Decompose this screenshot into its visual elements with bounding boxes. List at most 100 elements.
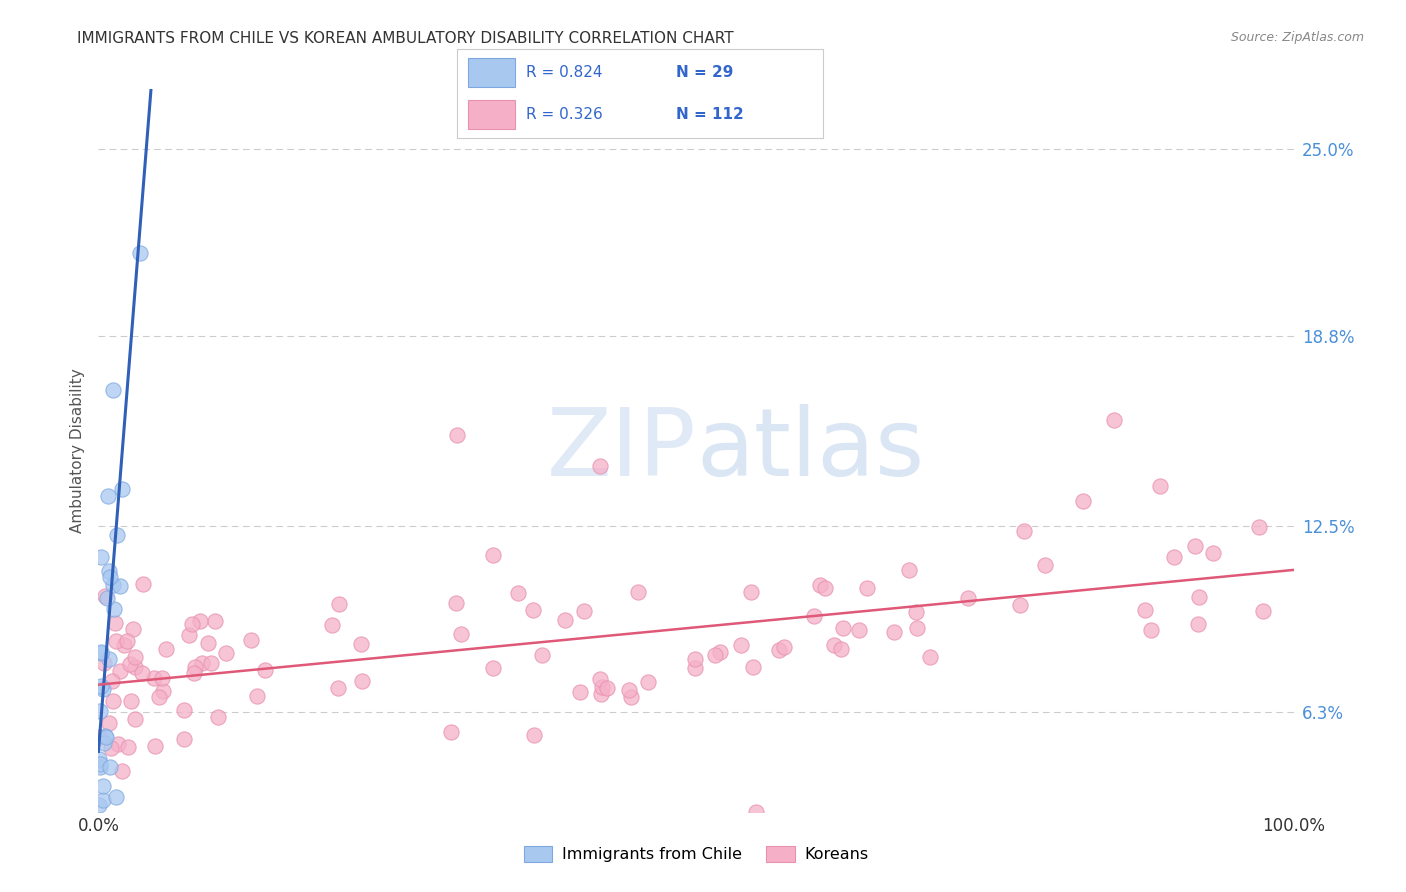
Text: R = 0.824: R = 0.824 — [526, 65, 603, 80]
Point — [108, 579, 131, 593]
Point — [848, 623, 870, 637]
Point — [111, 764, 134, 778]
Point — [143, 739, 166, 753]
Point — [450, 627, 472, 641]
Point — [183, 665, 205, 680]
Point — [152, 684, 174, 698]
Point — [197, 636, 219, 650]
Point — [350, 674, 373, 689]
Point — [89, 704, 111, 718]
Point — [446, 428, 468, 442]
Point — [111, 482, 134, 496]
Point — [90, 647, 112, 661]
Point — [90, 549, 112, 564]
Point — [87, 751, 110, 765]
Point — [1188, 591, 1211, 605]
Point — [93, 656, 115, 670]
Point — [104, 616, 127, 631]
Point — [589, 458, 612, 473]
Point — [1163, 549, 1185, 564]
Point — [181, 617, 204, 632]
Text: ZIP: ZIP — [547, 404, 696, 497]
Point — [246, 689, 269, 703]
Point — [101, 384, 124, 398]
Point — [523, 728, 546, 742]
Point — [1008, 598, 1031, 612]
Point — [94, 730, 117, 744]
Point — [1133, 603, 1156, 617]
Point — [482, 548, 505, 562]
Point — [91, 779, 114, 793]
Point — [883, 625, 905, 640]
Point — [617, 682, 640, 697]
Point — [768, 643, 790, 657]
Point — [531, 648, 554, 662]
Point — [173, 703, 195, 717]
Point — [117, 739, 139, 754]
Point — [808, 578, 831, 592]
Y-axis label: Ambulatory Disability: Ambulatory Disability — [70, 368, 86, 533]
Point — [124, 712, 146, 726]
Point — [94, 729, 117, 743]
Point — [173, 731, 195, 746]
Point — [730, 639, 752, 653]
Point — [823, 638, 845, 652]
Point — [773, 640, 796, 654]
Point — [589, 673, 612, 687]
Point — [184, 659, 207, 673]
Point — [200, 656, 222, 670]
Point — [1104, 413, 1126, 427]
Point — [115, 633, 138, 648]
Point — [741, 659, 763, 673]
Point — [814, 581, 837, 595]
Point — [93, 736, 115, 750]
Point — [89, 760, 111, 774]
Point — [569, 685, 592, 699]
Point — [105, 634, 128, 648]
Text: IMMIGRANTS FROM CHILE VS KOREAN AMBULATORY DISABILITY CORRELATION CHART: IMMIGRANTS FROM CHILE VS KOREAN AMBULATO… — [77, 31, 734, 46]
Point — [124, 660, 146, 674]
Point — [179, 627, 201, 641]
Point — [905, 621, 928, 635]
Point — [131, 665, 153, 680]
Point — [620, 690, 643, 705]
Point — [150, 671, 173, 685]
Point — [1184, 539, 1206, 553]
Point — [350, 637, 373, 651]
Point — [709, 645, 731, 659]
Point — [207, 709, 229, 723]
Bar — [468, 58, 516, 87]
Point — [129, 246, 152, 260]
Point — [89, 730, 111, 744]
Point — [589, 688, 612, 702]
Point — [90, 645, 112, 659]
Text: R = 0.326: R = 0.326 — [526, 107, 603, 122]
Point — [89, 756, 111, 771]
Point — [627, 585, 650, 599]
Point — [98, 715, 121, 730]
Text: atlas: atlas — [696, 404, 924, 497]
Point — [591, 680, 613, 694]
Point — [96, 591, 118, 605]
Point — [1187, 617, 1209, 632]
Point — [522, 603, 544, 617]
Point — [100, 673, 122, 688]
Point — [143, 671, 166, 685]
Point — [118, 657, 141, 672]
Point — [132, 577, 155, 591]
Point — [918, 649, 941, 664]
Point — [105, 528, 128, 542]
Point — [855, 581, 877, 595]
Point — [321, 617, 343, 632]
Point — [215, 646, 238, 660]
Point — [98, 652, 121, 666]
Point — [107, 738, 129, 752]
Point — [103, 602, 125, 616]
Point — [328, 681, 350, 695]
Point — [1014, 524, 1036, 538]
Point — [105, 789, 128, 804]
Point — [90, 679, 112, 693]
Point — [904, 605, 927, 619]
Point — [328, 597, 350, 611]
Point — [122, 622, 145, 636]
